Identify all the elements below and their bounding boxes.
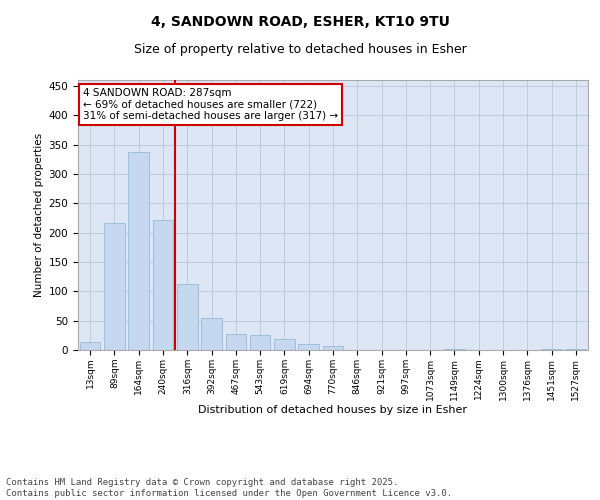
Text: 4 SANDOWN ROAD: 287sqm
← 69% of detached houses are smaller (722)
31% of semi-de: 4 SANDOWN ROAD: 287sqm ← 69% of detached… bbox=[83, 88, 338, 122]
Bar bbox=[152, 220, 173, 350]
Bar bbox=[104, 223, 125, 350]
Bar bbox=[274, 339, 295, 350]
Bar bbox=[298, 344, 319, 350]
Text: 4, SANDOWN ROAD, ESHER, KT10 9TU: 4, SANDOWN ROAD, ESHER, KT10 9TU bbox=[151, 15, 449, 29]
Bar bbox=[226, 334, 246, 350]
Bar bbox=[201, 318, 222, 350]
Bar bbox=[80, 342, 100, 350]
Bar bbox=[566, 349, 586, 350]
Bar bbox=[323, 346, 343, 350]
Bar bbox=[128, 152, 149, 350]
Bar bbox=[177, 284, 197, 350]
Bar bbox=[250, 334, 271, 350]
Text: Contains HM Land Registry data © Crown copyright and database right 2025.
Contai: Contains HM Land Registry data © Crown c… bbox=[6, 478, 452, 498]
Y-axis label: Number of detached properties: Number of detached properties bbox=[34, 133, 44, 297]
Text: Size of property relative to detached houses in Esher: Size of property relative to detached ho… bbox=[134, 42, 466, 56]
X-axis label: Distribution of detached houses by size in Esher: Distribution of detached houses by size … bbox=[199, 406, 467, 415]
